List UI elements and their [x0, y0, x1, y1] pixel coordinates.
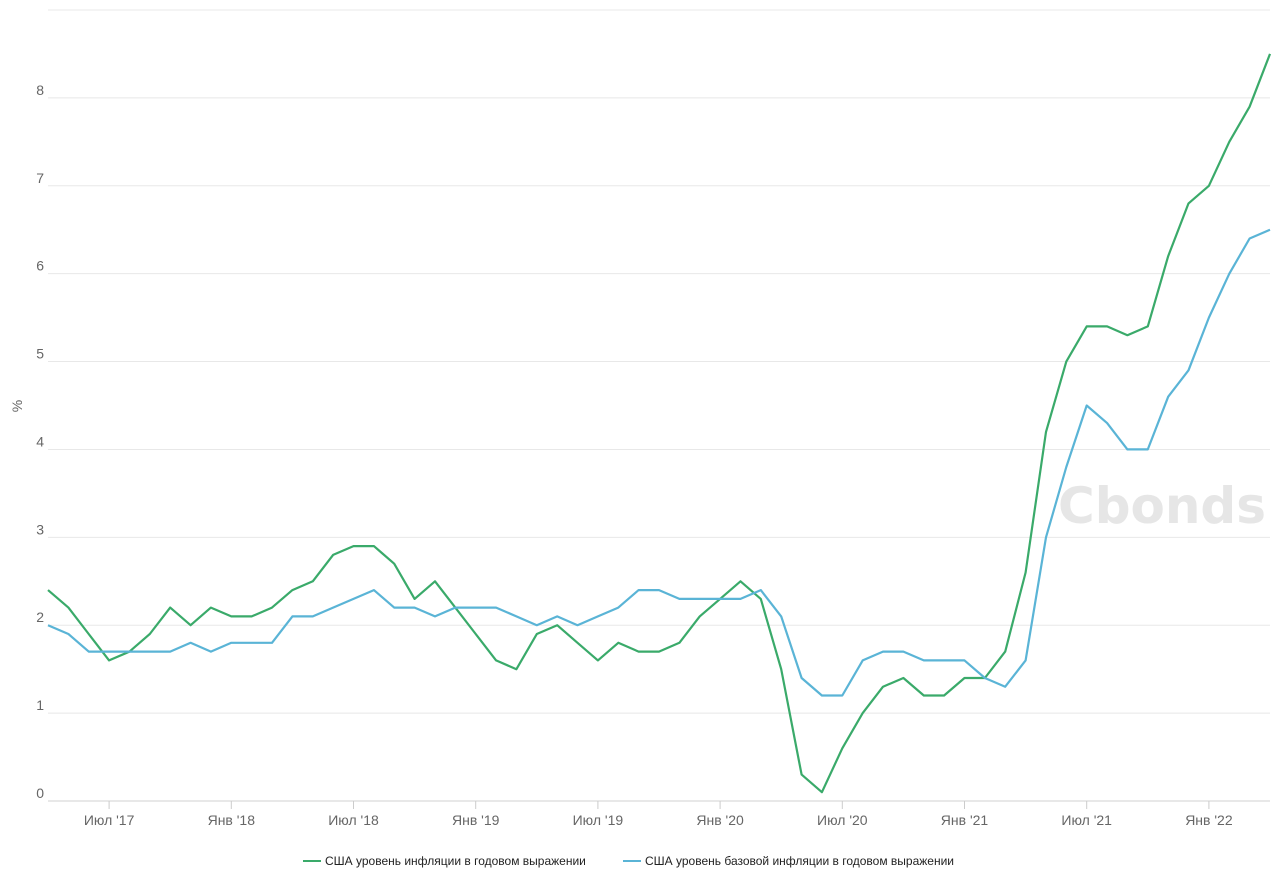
x-tick-label: Янв '19: [452, 812, 500, 828]
x-tick-label: Июл '17: [84, 812, 135, 828]
legend-label-core-cpi[interactable]: США уровень базовой инфляции в годовом в…: [645, 854, 954, 868]
y-axis-label: %: [9, 400, 25, 412]
legend: США уровень инфляции в годовом выражении…: [303, 854, 954, 868]
x-tick-label: Июл '18: [328, 812, 379, 828]
watermark-logo: Cbonds: [1058, 477, 1266, 535]
y-tick-label: 1: [36, 697, 44, 713]
y-axis: 0 1 2 3 4 5 6 7 8: [36, 82, 44, 801]
gridlines: [48, 9, 1270, 714]
y-tick-label: 6: [36, 258, 44, 274]
y-tick-label: 2: [36, 609, 44, 625]
x-tick-label: Янв '20: [696, 812, 744, 828]
series-line-0[interactable]: [47, 53, 1272, 794]
y-tick-label: 8: [36, 82, 44, 98]
x-tick-label: Янв '21: [941, 812, 989, 828]
y-tick-label: 4: [36, 433, 44, 449]
x-tick-label: Янв '18: [208, 812, 256, 828]
x-tick-label: Янв '22: [1185, 812, 1233, 828]
legend-label-cpi[interactable]: США уровень инфляции в годовом выражении: [325, 854, 586, 868]
y-tick-label: 0: [36, 785, 44, 801]
series-line-1[interactable]: [47, 228, 1271, 697]
x-tick-label: Июл '20: [817, 812, 868, 828]
x-tick-label: Июл '21: [1061, 812, 1112, 828]
y-tick-label: 5: [36, 346, 44, 362]
x-tick-label: Июл '19: [573, 812, 624, 828]
y-tick-label: 3: [36, 521, 44, 537]
x-axis: Июл '17 Янв '18 Июл '18 Янв '19 Июл '19 Янв '…: [84, 801, 1233, 828]
series-lines: [47, 53, 1272, 794]
y-tick-label: 7: [36, 170, 44, 186]
